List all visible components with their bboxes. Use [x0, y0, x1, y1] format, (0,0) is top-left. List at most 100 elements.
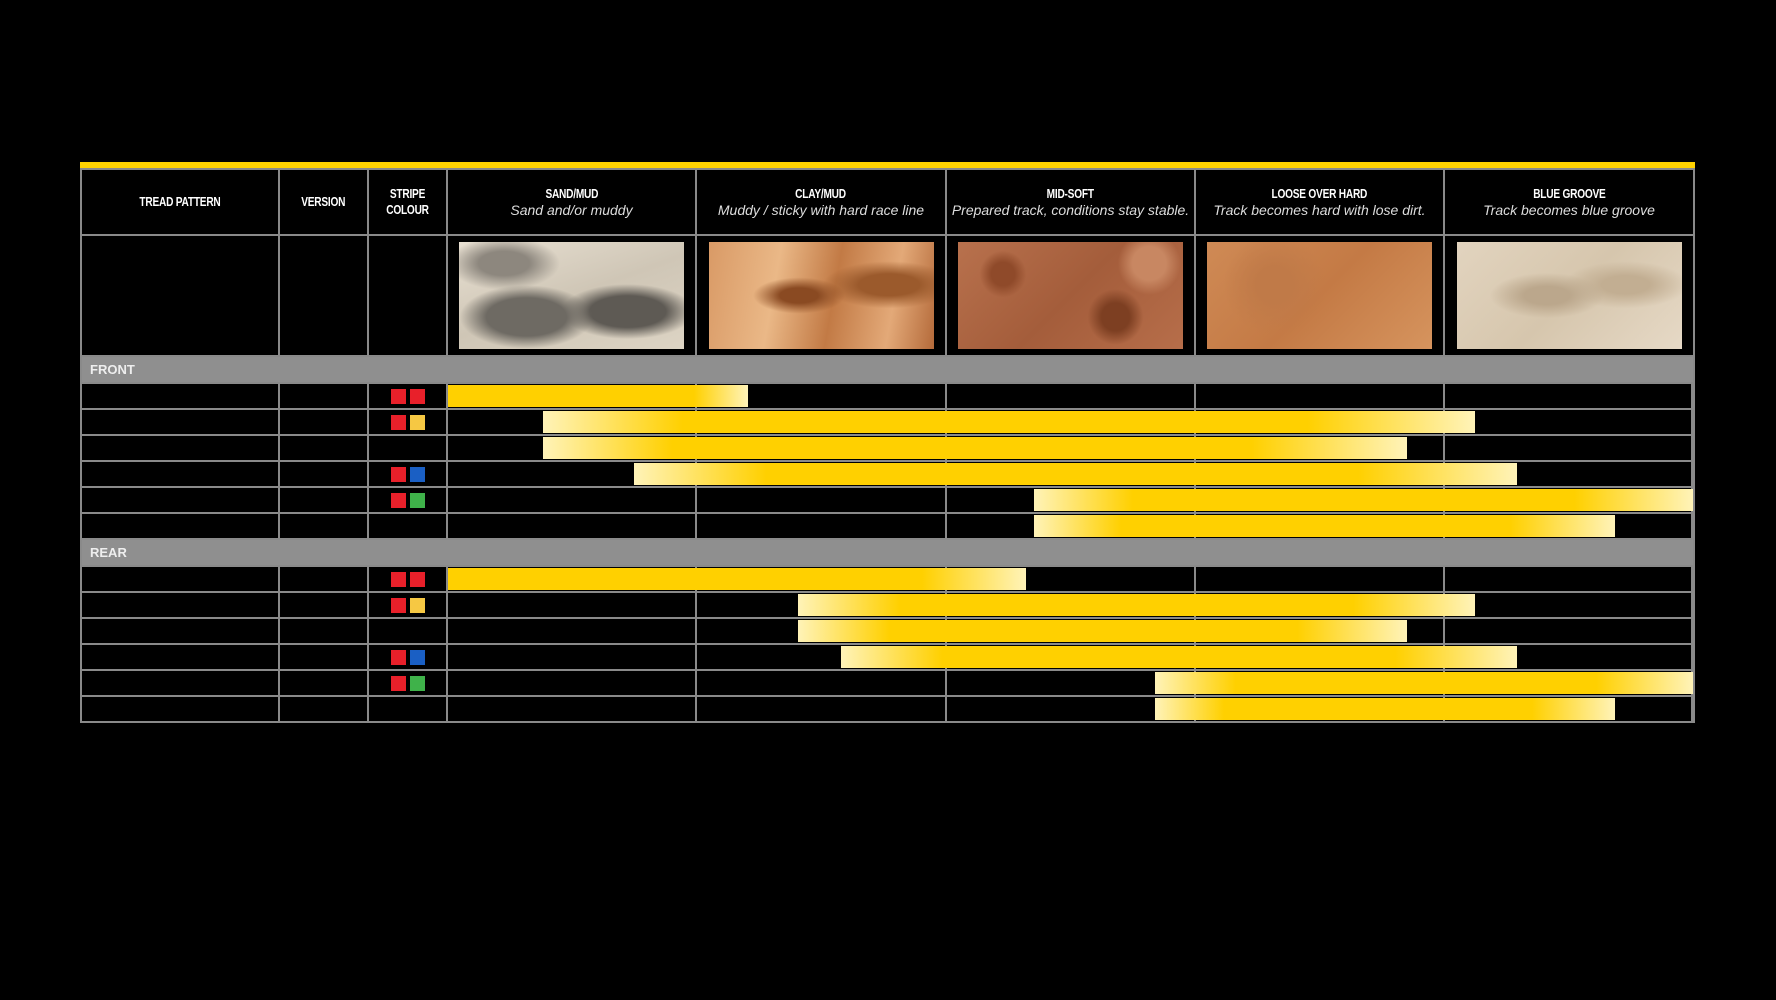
header-cell: Tread Pattern — [82, 170, 280, 234]
stripe-colour-cell — [369, 436, 448, 460]
table-cell — [947, 488, 1196, 512]
red-stripe-swatch — [390, 571, 406, 587]
table-cell — [82, 671, 280, 695]
loose-terrain-photo — [1207, 242, 1432, 349]
column-title: Tread Pattern — [139, 194, 221, 209]
accent-line — [80, 162, 1695, 168]
table-cell — [448, 619, 697, 643]
table-cell — [280, 697, 369, 721]
table-cell — [448, 697, 697, 721]
column-title: Clay/Mud — [795, 185, 847, 201]
table-cell — [280, 619, 369, 643]
photo-cell — [947, 236, 1196, 355]
table-cell — [448, 514, 697, 538]
tread-pattern-table: Tread Pattern Version Stripe Colour Sand/Mu… — [80, 162, 1695, 723]
clay-terrain-photo — [708, 242, 934, 349]
table-row — [82, 382, 1693, 408]
table-row — [82, 408, 1693, 434]
table-cell — [1196, 671, 1445, 695]
header-row: Tread Pattern Version Stripe Colour Sand/Mu… — [82, 168, 1693, 234]
yellow-stripe-swatch — [409, 597, 425, 613]
blue-stripe-swatch — [409, 649, 425, 665]
table-cell — [697, 567, 947, 591]
table-cell — [448, 593, 697, 617]
column-title: Blue groove — [1532, 185, 1606, 201]
red-stripe-swatch — [390, 492, 406, 508]
table-cell — [947, 462, 1196, 486]
table-row — [82, 565, 1693, 591]
photo-cell — [369, 236, 448, 355]
table-cell — [448, 410, 697, 434]
table-cell — [1196, 488, 1445, 512]
table-cell — [697, 462, 947, 486]
table-cell — [280, 436, 369, 460]
table-cell — [1445, 436, 1693, 460]
table-cell — [1445, 619, 1693, 643]
table-cell — [82, 567, 280, 591]
table-cell — [280, 671, 369, 695]
column-title: Sand/Mud — [545, 185, 598, 201]
red-stripe-swatch — [409, 571, 425, 587]
header-cell: Loose over hard Track becomes hard with l… — [1196, 170, 1445, 234]
table-cell — [82, 619, 280, 643]
column-subtitle: Prepared track, conditions stay stable. — [951, 201, 1190, 218]
stripe-colour-cell — [369, 384, 448, 408]
header-cell: Clay/Mud Muddy / sticky with hard race li… — [697, 170, 947, 234]
red-stripe-swatch — [390, 675, 406, 691]
table-cell — [1445, 384, 1693, 408]
table-cell — [1445, 514, 1693, 538]
table-row — [82, 486, 1693, 512]
photo-cell — [1196, 236, 1445, 355]
table-row — [82, 643, 1693, 669]
table-cell — [448, 436, 697, 460]
table-cell — [947, 567, 1196, 591]
section-front: FRONT — [82, 355, 1693, 382]
table-cell — [697, 697, 947, 721]
table-cell — [697, 593, 947, 617]
table-cell — [1445, 593, 1693, 617]
table-cell — [82, 462, 280, 486]
stripe-colour-cell — [369, 593, 448, 617]
photo-cell — [697, 236, 947, 355]
column-title: Stripe Colour — [386, 186, 429, 217]
table-cell — [82, 436, 280, 460]
stripe-colour-cell — [369, 410, 448, 434]
blue-terrain-photo — [1456, 242, 1682, 349]
table-cell — [947, 671, 1196, 695]
table-row — [82, 669, 1693, 695]
table-cell — [947, 436, 1196, 460]
table-row — [82, 591, 1693, 617]
table-cell — [1445, 567, 1693, 591]
table-cell — [947, 619, 1196, 643]
table-cell — [448, 645, 697, 669]
photo-cell — [448, 236, 697, 355]
section-rear: REAR — [82, 538, 1693, 565]
column-subtitle: Track becomes hard with lose dirt. — [1213, 201, 1426, 218]
column-subtitle: Muddy / sticky with hard race line — [717, 201, 925, 218]
yellow-stripe-swatch — [409, 414, 425, 430]
red-stripe-swatch — [390, 414, 406, 430]
table-cell — [1196, 593, 1445, 617]
table-row — [82, 695, 1693, 721]
table-cell — [82, 697, 280, 721]
table-cell — [697, 488, 947, 512]
stripe-colour-cell — [369, 697, 448, 721]
table-cell — [947, 697, 1196, 721]
photo-cell — [280, 236, 369, 355]
header-cell: Stripe Colour — [369, 170, 448, 234]
table-cell — [82, 645, 280, 669]
table-row — [82, 617, 1693, 643]
header-cell: Blue groove Track becomes blue groove — [1445, 170, 1693, 234]
blue-stripe-swatch — [409, 466, 425, 482]
table-cell — [947, 514, 1196, 538]
table-cell — [1445, 462, 1693, 486]
stripe-colour-cell — [369, 645, 448, 669]
table-cell — [448, 488, 697, 512]
stripe-colour-cell — [369, 488, 448, 512]
table-cell — [1445, 671, 1693, 695]
table-cell — [448, 462, 697, 486]
table-cell — [82, 384, 280, 408]
table-cell — [280, 567, 369, 591]
table-cell — [82, 593, 280, 617]
red-stripe-swatch — [390, 466, 406, 482]
